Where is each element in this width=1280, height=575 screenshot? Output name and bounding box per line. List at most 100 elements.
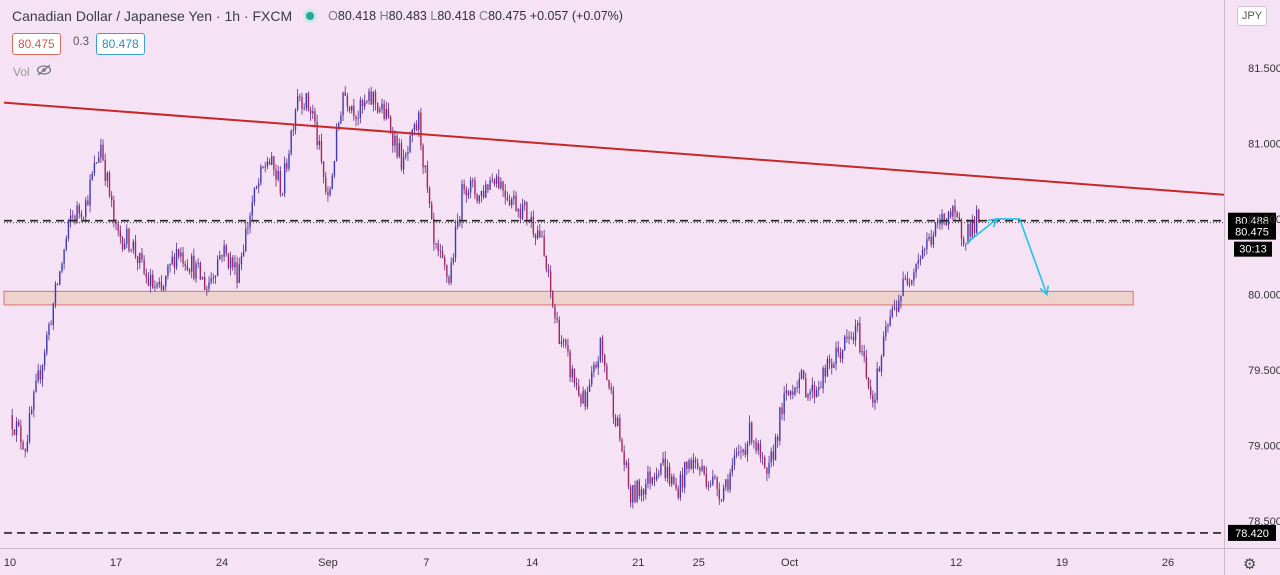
candle-body xyxy=(119,230,122,238)
price-level-tag-label: 78.420 xyxy=(1235,528,1269,540)
candle-body xyxy=(420,112,422,146)
candle-body xyxy=(52,303,55,325)
candle-body xyxy=(722,487,725,500)
candle-body xyxy=(837,347,839,353)
candle-body xyxy=(26,441,29,451)
candle-body xyxy=(599,337,602,362)
candle-body xyxy=(876,368,878,400)
candle-body xyxy=(454,226,457,259)
candle-body xyxy=(126,228,128,245)
candle-body xyxy=(383,103,385,119)
candle-body xyxy=(210,278,212,283)
candle-body xyxy=(506,197,509,200)
candle-body xyxy=(969,224,971,237)
candle-body xyxy=(943,213,945,221)
candle-body xyxy=(686,461,688,469)
candle-body xyxy=(178,249,180,257)
candle-body xyxy=(85,200,87,217)
candle-body xyxy=(673,476,675,484)
candle-body xyxy=(536,230,539,239)
candle-body xyxy=(911,280,913,284)
candle-body xyxy=(418,112,420,130)
candle-body xyxy=(152,274,154,288)
x-tick-label: 7 xyxy=(423,557,429,569)
currency-badge[interactable]: JPY xyxy=(1237,6,1267,26)
candle-body xyxy=(846,336,848,339)
candle-body xyxy=(229,257,232,269)
candle-body xyxy=(206,288,208,290)
candle-body xyxy=(402,156,405,170)
candle-body xyxy=(435,243,437,245)
sell-price-button[interactable]: 80.475 xyxy=(12,33,61,55)
candle-body xyxy=(666,466,669,478)
candle-body xyxy=(623,451,625,466)
candle-body xyxy=(718,489,721,500)
candle-body xyxy=(532,216,535,235)
candle-body xyxy=(158,281,160,285)
volume-indicator[interactable]: Vol xyxy=(13,64,52,79)
candle-body xyxy=(526,202,528,220)
candle-body xyxy=(467,192,470,196)
candle-body xyxy=(452,258,455,263)
candle-body xyxy=(147,277,150,286)
symbol-title[interactable]: Canadian Dollar / Japanese Yen · 1h · FX… xyxy=(12,8,293,24)
candle-body xyxy=(314,111,316,122)
candle-body xyxy=(681,474,684,488)
candle-body xyxy=(56,283,59,285)
candle-body xyxy=(203,276,206,290)
candle-body xyxy=(63,249,65,264)
candle-body xyxy=(906,278,909,285)
candle-body xyxy=(400,143,403,170)
gear-icon[interactable]: ⚙ xyxy=(1243,556,1257,573)
candle-body xyxy=(98,157,100,163)
candle-body xyxy=(463,184,465,190)
candle-body xyxy=(861,351,863,353)
candle-body xyxy=(742,449,744,452)
candle-body xyxy=(601,337,604,356)
candle-body xyxy=(924,249,926,250)
candle-body xyxy=(898,301,900,312)
candle-body xyxy=(757,443,759,451)
candle-body xyxy=(856,323,859,326)
candle-body xyxy=(448,276,450,283)
candle-body xyxy=(344,92,346,96)
candle-body xyxy=(610,387,612,390)
candle-body xyxy=(173,256,176,268)
candle-body xyxy=(919,258,922,261)
candle-body xyxy=(956,212,958,218)
candle-body xyxy=(219,255,221,260)
candle-body xyxy=(785,390,788,394)
candle-body xyxy=(638,480,640,496)
candle-body xyxy=(545,255,548,270)
candle-body xyxy=(24,449,26,451)
candle-body xyxy=(712,476,714,485)
candle-body xyxy=(437,243,439,251)
candle-body xyxy=(389,117,392,133)
candle-body xyxy=(696,462,699,468)
candle-body xyxy=(379,109,381,112)
buy-price-button[interactable]: 80.478 xyxy=(96,33,145,55)
candle-body xyxy=(869,386,872,395)
y-tick-label: 80.500 xyxy=(1248,214,1280,226)
candle-body xyxy=(828,359,831,364)
y-tick-label: 81.000 xyxy=(1248,138,1280,150)
candle-body xyxy=(154,287,156,288)
candle-body xyxy=(22,442,24,450)
spread-value: 0.3 xyxy=(73,36,89,48)
candle-body xyxy=(428,188,431,204)
candle-body xyxy=(820,387,822,389)
candle-body xyxy=(604,355,606,366)
candle-body xyxy=(363,101,366,107)
candle-body xyxy=(822,367,824,389)
candle-body xyxy=(422,145,424,168)
candle-body xyxy=(301,96,303,109)
candle-body xyxy=(303,108,305,110)
x-tick-label: 24 xyxy=(216,557,228,569)
candle-body xyxy=(136,256,139,264)
candle-body xyxy=(872,394,874,403)
x-tick-label: 19 xyxy=(1056,557,1068,569)
candle-body xyxy=(160,281,163,290)
market-status-dot xyxy=(306,12,315,20)
eye-hidden-icon[interactable] xyxy=(36,64,52,79)
